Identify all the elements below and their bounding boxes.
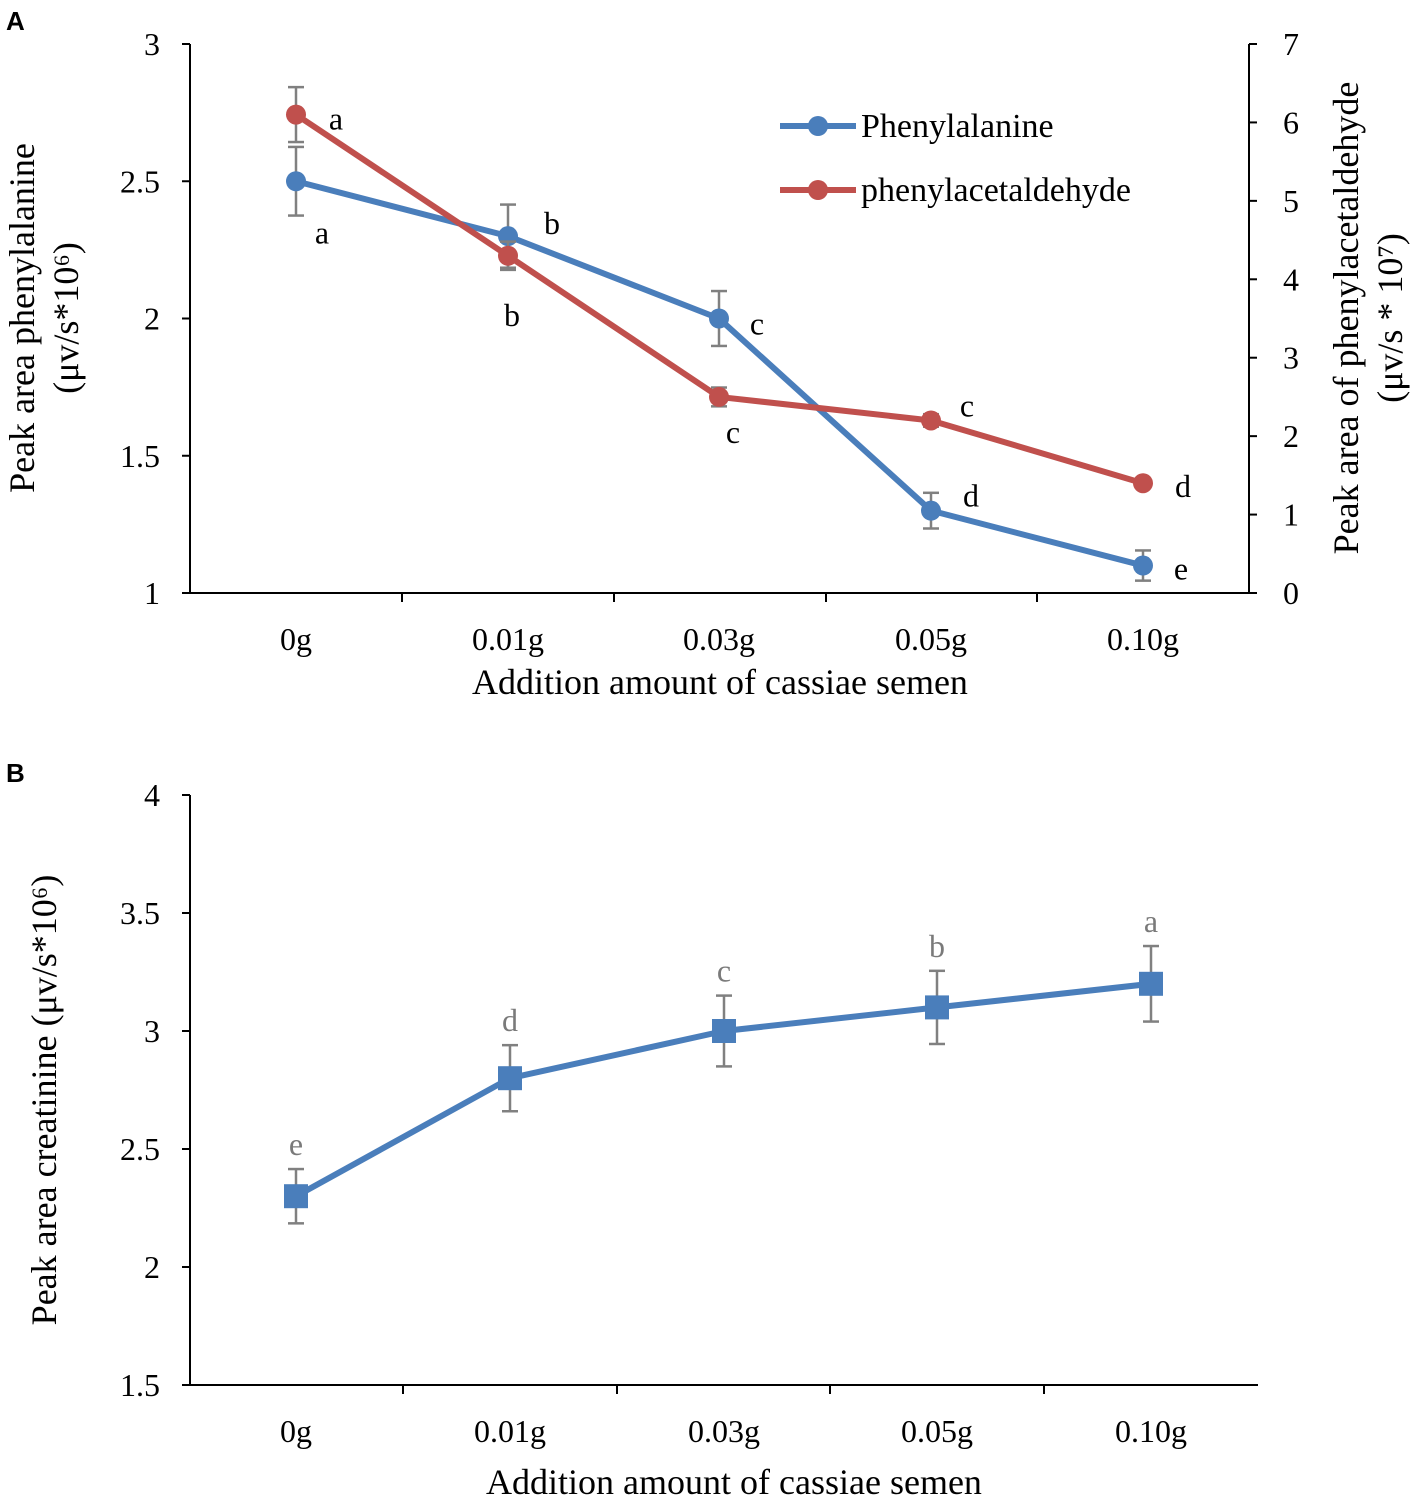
a-right-tick-label: 5 bbox=[1283, 183, 1299, 219]
a-left-tick-label: 2.5 bbox=[120, 163, 160, 199]
panel-b-axes bbox=[189, 795, 1258, 1386]
legend-phenylalanine-label: Phenylalanine bbox=[861, 108, 1054, 145]
significance-letter: d bbox=[963, 478, 979, 514]
data-point bbox=[1133, 555, 1153, 576]
significance-letter: b bbox=[544, 205, 560, 241]
b-y-tick-label: 2 bbox=[144, 1249, 160, 1285]
panel-a-right-axis-title-line2: (μv/s * 10⁷) bbox=[1370, 233, 1410, 403]
b-x-tick-label: 0.05g bbox=[901, 1413, 973, 1449]
b-y-tick-label: 1.5 bbox=[120, 1367, 160, 1403]
a-right-tick-label: 1 bbox=[1283, 497, 1299, 533]
a-right-tick-label: 2 bbox=[1283, 418, 1299, 454]
a-right-tick-label: 6 bbox=[1283, 104, 1299, 140]
panel-a-left-axis-title-line2: (μv/s*10⁶) bbox=[46, 242, 86, 394]
legend-phenylacetaldehyde-label: phenylacetaldehyde bbox=[861, 172, 1131, 209]
data-point bbox=[286, 171, 306, 192]
panel-a-right-axis-title-line1: Peak area of phenylacetaldehyde bbox=[1326, 82, 1366, 555]
series-line bbox=[295, 178, 1144, 569]
a-right-tick-label: 7 bbox=[1283, 26, 1299, 62]
significance-letter: b bbox=[504, 297, 520, 333]
panel-b-label: B bbox=[6, 758, 25, 788]
series-phenylalanine: a b c d e bbox=[286, 145, 1188, 587]
panel-b-series: e d c b a bbox=[284, 903, 1163, 1225]
panel-b-y-ticks: 1.5 2 2.5 3 3.5 4 bbox=[120, 777, 190, 1403]
panel-b-y-axis-title-text: Peak area creatinine (μv/s*10⁶) bbox=[24, 875, 64, 1326]
legend-phenylacetaldehyde-marker bbox=[808, 180, 828, 200]
data-point bbox=[286, 104, 306, 125]
b-y-tick-label: 2.5 bbox=[120, 1131, 160, 1167]
panel-b: B 1.5 2 2.5 3 3.5 4 0g 0.01g 0.03g 0.05g 0.10g e d… bbox=[6, 758, 1258, 1502]
series-phenylacetaldehyde: a b c c d bbox=[286, 85, 1191, 504]
panel-b-x-ticks: 0g 0.01g 0.03g 0.05g 0.10g bbox=[280, 1385, 1187, 1449]
data-point bbox=[709, 386, 729, 407]
significance-letter: a bbox=[1144, 903, 1158, 939]
panel-a-x-ticks: 0g 0.01g 0.03g 0.05g 0.10g bbox=[280, 593, 1179, 657]
panel-a-left-ticks: 1 1.5 2 2.5 3 bbox=[120, 26, 190, 611]
panel-b-y-axis-title: Peak area creatinine (μv/s*10⁶) bbox=[24, 875, 64, 1326]
significance-letter: c bbox=[726, 414, 740, 450]
panel-a-series: a b c d e a b c c d bbox=[286, 85, 1191, 587]
data-point bbox=[709, 308, 729, 329]
data-point bbox=[1133, 473, 1153, 494]
data-point bbox=[1139, 971, 1163, 996]
significance-letter: b bbox=[929, 928, 945, 964]
a-x-tick-label: 0.10g bbox=[1107, 621, 1179, 657]
series-creatinine: e d c b a bbox=[284, 903, 1163, 1225]
significance-letter: c bbox=[717, 953, 731, 989]
significance-letter: c bbox=[750, 306, 764, 342]
significance-letter: e bbox=[1174, 551, 1188, 587]
b-y-tick-label: 3 bbox=[144, 1013, 160, 1049]
data-point bbox=[925, 995, 949, 1020]
panel-a-x-axis-title: Addition amount of cassiae semen bbox=[472, 662, 968, 702]
a-x-tick-label: 0.03g bbox=[683, 621, 755, 657]
significance-letter: d bbox=[1175, 468, 1191, 504]
b-x-tick-label: 0g bbox=[280, 1413, 312, 1449]
significance-letter: c bbox=[960, 387, 974, 423]
panel-b-x-axis-title: Addition amount of cassiae semen bbox=[486, 1462, 982, 1502]
a-x-tick-label: 0.05g bbox=[895, 621, 967, 657]
significance-letter: a bbox=[315, 214, 329, 250]
panel-a: A 1 1.5 2 2.5 3 0 1 2 3 4 5 6 7 0g 0.01g 0.03g 0.05g 0.… bbox=[2, 6, 1410, 702]
panel-a-right-axis-title: Peak area of phenylacetaldehyde (μv/s * … bbox=[1326, 82, 1410, 555]
significance-letter: e bbox=[289, 1126, 303, 1162]
b-x-tick-label: 0.10g bbox=[1115, 1413, 1187, 1449]
data-point bbox=[498, 1066, 522, 1091]
a-right-tick-label: 4 bbox=[1283, 261, 1299, 297]
panel-a-right-ticks: 0 1 2 3 4 5 6 7 bbox=[1249, 26, 1299, 611]
b-x-tick-label: 0.01g bbox=[474, 1413, 546, 1449]
a-x-tick-label: 0.01g bbox=[472, 621, 544, 657]
a-right-tick-label: 0 bbox=[1283, 575, 1299, 611]
a-left-tick-label: 1.5 bbox=[120, 438, 160, 474]
data-point bbox=[498, 245, 518, 266]
panel-a-left-axis-title-line1: Peak area phenylalanine bbox=[2, 143, 42, 493]
a-x-tick-label: 0g bbox=[280, 621, 312, 657]
data-point bbox=[921, 410, 941, 431]
data-point bbox=[284, 1184, 308, 1209]
data-point bbox=[712, 1019, 736, 1043]
a-right-tick-label: 3 bbox=[1283, 340, 1299, 376]
data-point bbox=[921, 500, 941, 521]
panel-a-label: A bbox=[6, 6, 25, 36]
a-left-tick-label: 1 bbox=[144, 575, 160, 611]
panel-a-legend: Phenylalanine phenylacetaldehyde bbox=[780, 108, 1131, 209]
significance-letter: d bbox=[502, 1002, 518, 1038]
legend-phenylalanine-marker bbox=[808, 116, 828, 136]
a-left-tick-label: 2 bbox=[144, 301, 160, 337]
b-y-tick-label: 4 bbox=[144, 777, 160, 813]
significance-letter: a bbox=[329, 101, 343, 137]
panel-a-left-axis-title: Peak area phenylalanine (μv/s*10⁶) bbox=[2, 143, 86, 493]
a-left-tick-label: 3 bbox=[144, 26, 160, 62]
b-y-tick-label: 3.5 bbox=[120, 895, 160, 931]
b-x-tick-label: 0.03g bbox=[688, 1413, 760, 1449]
